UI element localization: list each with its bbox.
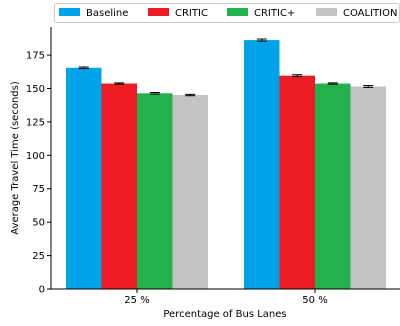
error-bar-coalition-1 <box>185 93 196 97</box>
error-bars-group <box>78 38 374 97</box>
y-tick-label-0: 0 <box>39 285 45 296</box>
x-axis-ticks: 25 % 50 % <box>124 289 328 306</box>
legend-swatch <box>148 8 169 16</box>
error-bar-critic--1 <box>149 92 160 95</box>
legend-swatch <box>316 8 337 16</box>
error-bar-baseline-1 <box>78 66 89 70</box>
y-tick-label-175: 175 <box>26 51 45 62</box>
x-axis-label: Percentage of Bus Lanes <box>163 309 286 320</box>
y-tick-label-50: 50 <box>32 218 45 229</box>
bar-critic--1 <box>137 93 173 289</box>
legend-swatch <box>227 8 248 16</box>
y-tick-label-150: 150 <box>26 84 45 95</box>
legend-label: Baseline <box>86 8 128 19</box>
error-bar-critic-1 <box>114 82 125 85</box>
axes-group <box>50 27 400 290</box>
legend-label: COALITION <box>343 8 397 19</box>
error-bar-baseline-2 <box>256 38 267 42</box>
bar-coalition-1 <box>172 95 208 289</box>
error-bar-coalition-2 <box>363 85 374 88</box>
bar-critic-1 <box>101 83 137 289</box>
legend-item-coalition: COALITION <box>316 8 397 19</box>
y-tick-label-125: 125 <box>26 117 45 128</box>
y-axis-ticks: 0 25 50 75 100 125 150 175 <box>26 51 51 296</box>
legend-label: CRITIC <box>175 8 208 19</box>
y-tick-label-75: 75 <box>32 184 45 195</box>
legend-item-critic-: CRITIC+ <box>227 8 295 19</box>
legend-swatch <box>59 8 80 16</box>
legend: Baseline CRITIC CRITIC+ COALITION <box>54 3 400 23</box>
bar-baseline-1 <box>66 67 102 290</box>
x-tick-label-2: 50 % <box>302 295 327 306</box>
error-bar-critic--2 <box>327 82 338 85</box>
legend-item-baseline: Baseline <box>59 8 128 19</box>
bar-coalition-2 <box>350 86 386 289</box>
y-axis-label: Average Travel Time (seconds) <box>10 81 21 235</box>
bar-critic--2 <box>315 83 351 289</box>
bars-group <box>66 40 386 290</box>
error-bar-critic-2 <box>292 74 303 78</box>
legend-label: CRITIC+ <box>254 8 295 19</box>
bar-critic-2 <box>279 75 315 289</box>
x-tick-label-1: 25 % <box>124 295 149 306</box>
bar-baseline-2 <box>244 40 280 289</box>
legend-item-critic: CRITIC <box>148 8 208 19</box>
y-tick-label-25: 25 <box>32 251 45 262</box>
y-tick-label-100: 100 <box>26 151 45 162</box>
